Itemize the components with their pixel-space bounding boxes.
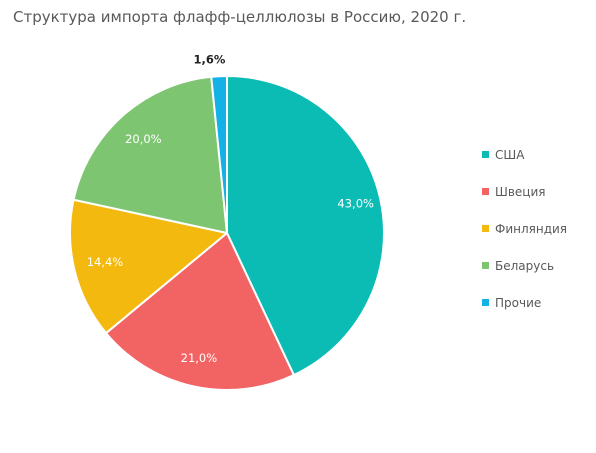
chart-title: Структура импорта флафф-целлюлозы в Росс… bbox=[13, 8, 467, 26]
data-label-швеция: 21,0% bbox=[181, 351, 218, 365]
data-label-беларусь: 20,0% bbox=[125, 132, 162, 146]
legend-label: США bbox=[495, 147, 525, 162]
legend-item-беларусь[interactable]: Беларусь bbox=[482, 247, 567, 284]
legend-swatch bbox=[482, 262, 489, 269]
pie-slice-сша[interactable] bbox=[226, 75, 385, 377]
data-label-финляндия: 14,4% bbox=[87, 255, 124, 269]
legend-label: Швеция bbox=[495, 184, 546, 199]
legend-label: Беларусь bbox=[495, 258, 555, 273]
pie-slice-прочие[interactable] bbox=[210, 75, 228, 234]
pie-slice-финляндия[interactable] bbox=[69, 198, 228, 335]
legend: США Швеция Финляндия Беларусь Прочие bbox=[482, 136, 567, 321]
legend-swatch bbox=[482, 151, 489, 158]
legend-item-сша[interactable]: США bbox=[482, 136, 567, 173]
legend-swatch bbox=[482, 299, 489, 306]
legend-swatch bbox=[482, 188, 489, 195]
data-label-сша: 43,0% bbox=[337, 197, 374, 211]
legend-swatch bbox=[482, 225, 489, 232]
legend-item-швеция[interactable]: Швеция bbox=[482, 173, 567, 210]
legend-item-прочие[interactable]: Прочие bbox=[482, 284, 567, 321]
legend-label: Финляндия bbox=[495, 221, 568, 236]
pie-slice-швеция[interactable] bbox=[105, 232, 295, 391]
pie-slices bbox=[69, 75, 385, 391]
pie-slice-беларусь[interactable] bbox=[72, 75, 228, 234]
legend-label: Прочие bbox=[495, 295, 542, 310]
data-label-прочие: 1,6% bbox=[193, 53, 225, 67]
legend-item-финляндия[interactable]: Финляндия bbox=[482, 210, 567, 247]
pie-data-labels: 43,0% 21,0% 14,4% 20,0% 1,6% bbox=[87, 53, 374, 365]
